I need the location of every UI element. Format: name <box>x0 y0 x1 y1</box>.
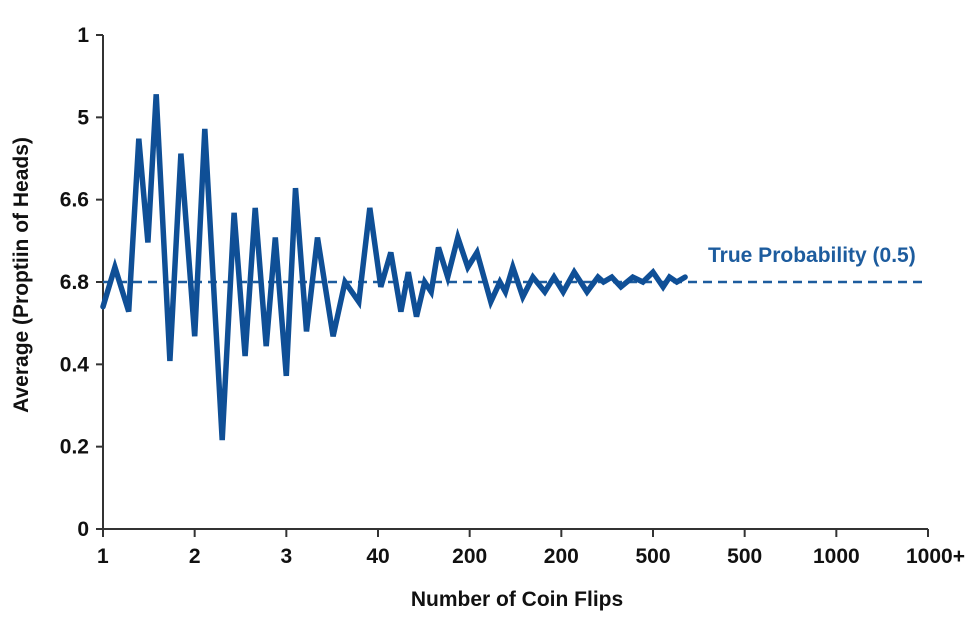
x-tick-label: 40 <box>366 545 389 568</box>
y-tick-label: 6.6 <box>60 189 89 212</box>
y-tick-label: 1 <box>77 24 89 47</box>
x-tick-label: 1000 <box>813 545 860 568</box>
x-axis-ticks: 1 2 3 40 200 200 500 500 1000 1000+ <box>97 529 965 568</box>
x-tick-label: 3 <box>280 545 292 568</box>
y-tick-label: 0 <box>77 518 89 541</box>
y-axis-title: Average (Proptiin of Heads) <box>10 137 33 413</box>
x-axis-title: Number of Coin Flips <box>411 588 623 611</box>
y-tick-label: 0.4 <box>60 353 90 376</box>
x-tick-label: 200 <box>452 545 487 568</box>
y-tick-label: 5 <box>77 106 89 129</box>
x-tick-label: 1000+ <box>906 545 965 568</box>
reference-line-label: True Probability (0.5) <box>708 244 916 267</box>
x-tick-label: 500 <box>635 545 670 568</box>
x-tick-label: 2 <box>189 545 201 568</box>
y-tick-label: 0.2 <box>60 436 89 459</box>
x-tick-label: 500 <box>727 545 762 568</box>
x-tick-label: 1 <box>97 545 109 568</box>
y-axis-ticks: 0 0.2 0.4 6.8 6.6 5 1 <box>60 24 103 541</box>
x-tick-label: 200 <box>544 545 579 568</box>
series-line <box>100 94 688 441</box>
y-tick-label: 6.8 <box>60 271 90 294</box>
